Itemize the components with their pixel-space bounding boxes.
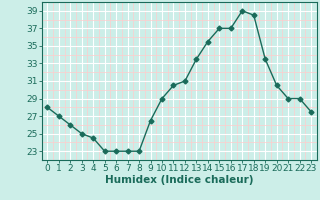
X-axis label: Humidex (Indice chaleur): Humidex (Indice chaleur) bbox=[105, 175, 253, 185]
